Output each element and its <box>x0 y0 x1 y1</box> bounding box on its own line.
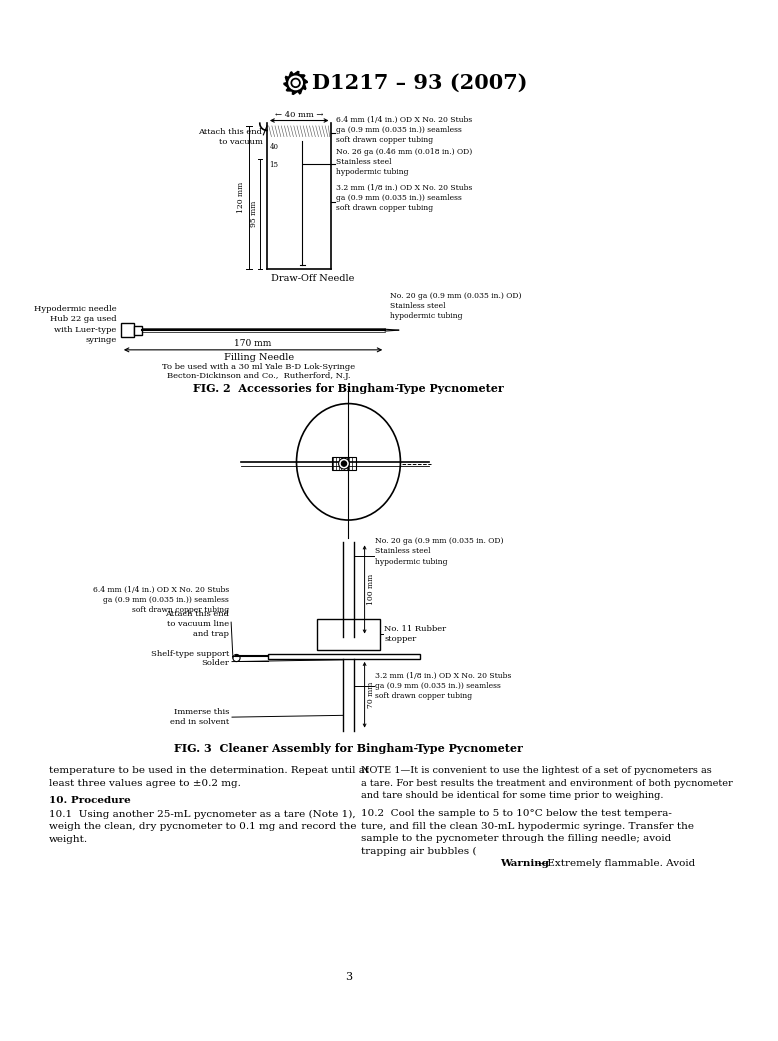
Circle shape <box>233 655 240 662</box>
Bar <box>317 618 380 650</box>
Text: 3.2 mm (1/8 in.) OD X No. 20 Stubs
ga (0.9 mm (0.035 in.)) seamless
soft drawn c: 3.2 mm (1/8 in.) OD X No. 20 Stubs ga (0… <box>336 183 472 211</box>
Text: 3: 3 <box>345 972 352 982</box>
Text: No. 11 Rubber
stopper: No. 11 Rubber stopper <box>384 625 447 643</box>
Text: Attach this end
to vacuum line
and trap: Attach this end to vacuum line and trap <box>166 610 230 638</box>
Text: Shelf-type support: Shelf-type support <box>151 651 230 658</box>
Text: Solder: Solder <box>202 659 230 667</box>
Polygon shape <box>284 72 307 95</box>
Text: 95 mm: 95 mm <box>250 201 258 227</box>
Text: 70 mm: 70 mm <box>367 682 375 708</box>
Text: No. 20 ga (0.9 mm (0.035 in.) OD)
Stainless steel
hypodermic tubing: No. 20 ga (0.9 mm (0.035 in.) OD) Stainl… <box>390 291 521 320</box>
Text: 10.1  Using another 25-mL pycnometer as a tare (Note 1),
weigh the clean, dry py: 10.1 Using another 25-mL pycnometer as a… <box>49 810 357 843</box>
Text: No. 26 ga (0.46 mm (0.018 in.) OD)
Stainless steel
hypodermic tubing: No. 26 ga (0.46 mm (0.018 in.) OD) Stain… <box>336 148 472 176</box>
Text: 10. Procedure: 10. Procedure <box>49 796 131 805</box>
Circle shape <box>342 461 347 466</box>
Text: —Extremely flammable. Avoid: —Extremely flammable. Avoid <box>538 859 696 867</box>
Text: NOTE 1—It is convenient to use the lightest of a set of pycnometers as
a tare. F: NOTE 1—It is convenient to use the light… <box>361 766 733 801</box>
Text: ← 40 mm →: ← 40 mm → <box>275 110 324 119</box>
Text: Draw-Off Needle: Draw-Off Needle <box>271 274 354 283</box>
Text: Attach this end
to vacuum: Attach this end to vacuum <box>198 128 262 146</box>
Bar <box>135 326 142 334</box>
Text: Hypodermic needle
Hub 22 ga used
with Luer-type
syringe: Hypodermic needle Hub 22 ga used with Lu… <box>33 305 117 345</box>
Text: To be used with a 30 ml Yale B-D Lok-Syringe: To be used with a 30 ml Yale B-D Lok-Syr… <box>163 363 356 371</box>
Text: 15: 15 <box>270 161 279 170</box>
Text: Immerse this
end in solvent: Immerse this end in solvent <box>170 708 230 727</box>
Text: Becton-Dickinson and Co.,  Rutherford, N.J.: Becton-Dickinson and Co., Rutherford, N.… <box>167 372 351 380</box>
Text: No. 20 ga (0.9 mm (0.035 in. OD)
Stainless steel
hypodermic tubing: No. 20 ga (0.9 mm (0.035 in. OD) Stainle… <box>375 537 504 565</box>
Circle shape <box>291 78 300 87</box>
Bar <box>121 323 135 337</box>
Ellipse shape <box>296 404 401 520</box>
Text: Warning: Warning <box>500 859 548 867</box>
Text: D1217 – 93 (2007): D1217 – 93 (2007) <box>312 73 527 93</box>
Circle shape <box>289 76 303 90</box>
Text: Filling Needle: Filling Needle <box>224 353 294 361</box>
Text: 6.4 mm (1/4 in.) OD X No. 20 Stubs
ga (0.9 mm (0.035 in.)) seamless
soft drawn c: 6.4 mm (1/4 in.) OD X No. 20 Stubs ga (0… <box>93 586 230 614</box>
Text: 40: 40 <box>270 144 279 151</box>
Text: 100 mm: 100 mm <box>367 574 375 605</box>
Circle shape <box>293 80 298 85</box>
Text: temperature to be used in the determination. Repeat until at
least three values : temperature to be used in the determinat… <box>49 766 370 788</box>
Text: 170 mm: 170 mm <box>234 339 272 348</box>
Bar <box>332 457 356 469</box>
Text: FIG. 3  Cleaner Assembly for Bingham-Type Pycnometer: FIG. 3 Cleaner Assembly for Bingham-Type… <box>174 743 523 754</box>
Text: 120 mm: 120 mm <box>237 182 245 213</box>
Text: FIG. 2  Accessories for Bingham-Type Pycnometer: FIG. 2 Accessories for Bingham-Type Pycn… <box>193 383 504 393</box>
Text: 6.4 mm (1/4 in.) OD X No. 20 Stubs
ga (0.9 mm (0.035 in.)) seamless
soft drawn c: 6.4 mm (1/4 in.) OD X No. 20 Stubs ga (0… <box>336 117 472 145</box>
Text: 3.2 mm (1/8 in.) OD X No. 20 Stubs
ga (0.9 mm (0.035 in.)) seamless
soft drawn c: 3.2 mm (1/8 in.) OD X No. 20 Stubs ga (0… <box>375 671 512 700</box>
Circle shape <box>338 458 349 469</box>
Text: 10.2  Cool the sample to 5 to 10°C below the test tempera-
ture, and fill the cl: 10.2 Cool the sample to 5 to 10°C below … <box>361 810 694 856</box>
Bar <box>268 655 420 659</box>
